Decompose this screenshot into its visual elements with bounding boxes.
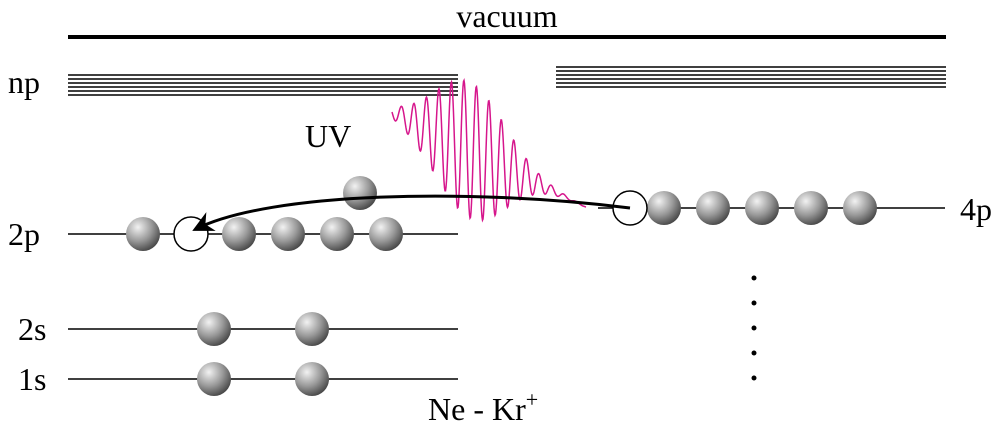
transfer-arrow: [196, 196, 630, 229]
vacuum-label: vacuum: [456, 0, 557, 34]
dot: [752, 351, 757, 356]
electron: [222, 217, 256, 251]
continuation-dots: [752, 276, 757, 381]
uv-label: UV: [305, 118, 351, 154]
np-levels-right: [556, 67, 946, 87]
page: vacuum np UV 2p 4p 2s 1s Ne - Kr+ (() =>…: [0, 0, 1005, 429]
electron: [197, 362, 231, 396]
electron: [794, 191, 828, 225]
system-charge: +: [526, 387, 538, 412]
2s-label: 2s: [18, 311, 46, 347]
electron: [343, 176, 377, 210]
4p-label: 4p: [960, 191, 992, 227]
electron: [126, 217, 160, 251]
dot: [752, 301, 757, 306]
electron: [295, 362, 329, 396]
dot: [752, 276, 757, 281]
dot: [752, 326, 757, 331]
electron: [843, 191, 877, 225]
2p-label: 2p: [8, 216, 40, 252]
electrons: [126, 176, 877, 396]
electron: [647, 191, 681, 225]
electron: [369, 217, 403, 251]
electron: [696, 191, 730, 225]
electron: [295, 312, 329, 346]
system-label: Ne - Kr+: [428, 387, 538, 427]
electron: [271, 217, 305, 251]
electron: [745, 191, 779, 225]
hole-2p: [174, 217, 208, 251]
1s-label: 1s: [18, 361, 46, 397]
np-levels-left: [68, 75, 458, 95]
system-name: Ne - Kr: [428, 391, 526, 427]
diagram: vacuum np UV 2p 4p 2s 1s Ne - Kr+: [0, 0, 1005, 429]
electron: [320, 217, 354, 251]
dot: [752, 376, 757, 381]
electron: [197, 312, 231, 346]
np-label: np: [8, 64, 40, 100]
